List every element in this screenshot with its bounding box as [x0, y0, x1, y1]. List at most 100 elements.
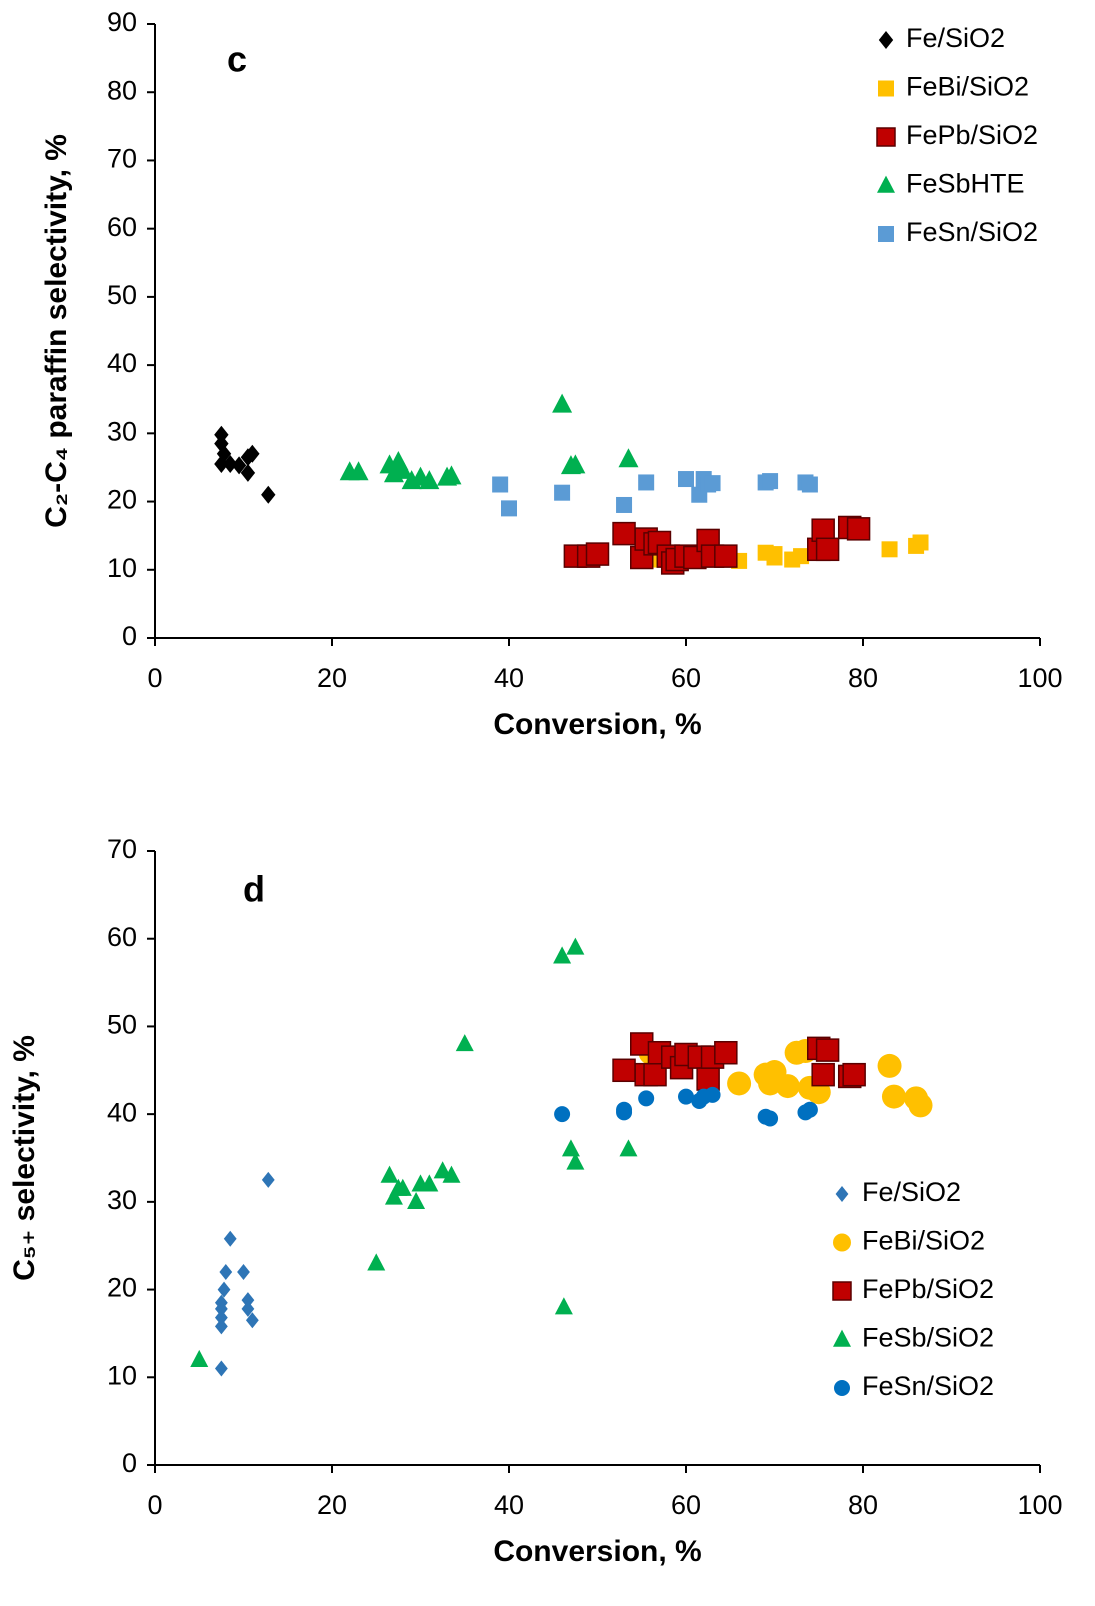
x-tick-label: 80: [848, 1490, 878, 1520]
legend-marker: [878, 31, 894, 49]
data-point: [618, 448, 639, 468]
data-point: [561, 1139, 580, 1157]
y-tick-label: 60: [107, 212, 137, 242]
data-point: [704, 1086, 721, 1103]
legend-marker: [878, 80, 894, 97]
data-point: [811, 1062, 835, 1087]
y-tick-label: 20: [107, 1273, 137, 1303]
data-point: [714, 544, 738, 568]
data-point: [245, 1312, 259, 1329]
data-point: [501, 500, 517, 517]
data-point: [231, 456, 247, 475]
data-point: [223, 1230, 237, 1247]
data-point: [214, 434, 229, 453]
y-axis-title: C₅₊ selectivity, %: [8, 1035, 41, 1281]
data-point: [566, 937, 585, 955]
legend-marker: [833, 1329, 851, 1347]
data-point: [217, 1281, 231, 1298]
data-point: [219, 1264, 233, 1281]
data-point: [566, 1152, 585, 1170]
data-point: [554, 484, 571, 501]
x-tick-label: 40: [494, 1490, 524, 1520]
data-point: [241, 1300, 255, 1317]
data-point: [455, 1034, 474, 1052]
data-point: [419, 470, 440, 490]
data-point: [492, 476, 509, 493]
legend-marker: [878, 226, 894, 242]
data-point: [881, 1084, 906, 1109]
data-point: [214, 1318, 228, 1335]
data-point: [554, 1106, 571, 1123]
x-tick-label: 0: [147, 663, 162, 693]
x-tick-label: 100: [1017, 663, 1062, 693]
data-point: [214, 1294, 228, 1311]
data-point: [616, 1101, 633, 1118]
data-point: [638, 474, 655, 491]
legend-marker: [833, 1233, 851, 1252]
data-point: [766, 546, 783, 563]
legend-label: Fe/SiO2: [862, 1177, 961, 1207]
x-axis-title: Conversion, %: [493, 708, 701, 741]
legend-label: FePb/SiO2: [906, 120, 1038, 150]
data-point: [554, 1297, 573, 1315]
data-point: [638, 1090, 655, 1107]
data-point: [801, 1101, 818, 1118]
y-tick-label: 0: [122, 1448, 137, 1478]
y-tick-label: 30: [107, 416, 137, 446]
legend-label: FeSn/SiO2: [906, 217, 1038, 247]
data-point: [619, 1139, 638, 1157]
data-point: [380, 1165, 399, 1183]
y-tick-label: 50: [107, 1010, 137, 1040]
y-tick-label: 40: [107, 348, 137, 378]
data-point: [881, 541, 898, 558]
data-point: [908, 1093, 933, 1118]
x-tick-label: 20: [317, 663, 347, 693]
y-axis-title: C₂-C₄ paraffin selectivity, %: [40, 134, 73, 528]
legend-label: FeBi/SiO2: [862, 1226, 985, 1256]
data-point: [801, 476, 818, 493]
data-point: [678, 1088, 694, 1105]
x-axis-title: Conversion, %: [493, 1535, 701, 1568]
x-tick-label: 100: [1017, 1490, 1062, 1520]
y-tick-label: 60: [107, 922, 137, 952]
y-tick-label: 40: [107, 1097, 137, 1127]
y-tick-label: 50: [107, 280, 137, 310]
data-point: [877, 1053, 902, 1078]
legend-label: FeBi/SiO2: [906, 72, 1029, 102]
data-point: [261, 485, 276, 504]
data-point: [696, 1067, 720, 1091]
data-point: [815, 537, 840, 562]
y-tick-label: 10: [107, 1360, 137, 1390]
data-point: [714, 1040, 738, 1065]
legend-label: FePb/SiO2: [862, 1274, 994, 1304]
data-point: [214, 455, 229, 474]
data-point: [216, 444, 232, 463]
y-tick-label: 30: [107, 1185, 137, 1215]
data-point: [392, 459, 413, 479]
data-point: [762, 1110, 779, 1127]
legend-marker: [834, 1380, 850, 1396]
data-point: [393, 1178, 412, 1196]
data-point: [237, 1264, 250, 1281]
data-point: [348, 461, 369, 481]
data-point: [553, 946, 572, 964]
data-point: [441, 465, 462, 485]
panel-label: d: [243, 869, 265, 910]
y-tick-label: 70: [107, 144, 137, 174]
legend-marker: [877, 175, 895, 193]
legend-marker: [876, 127, 896, 147]
data-point: [775, 1074, 800, 1099]
panel-label: c: [227, 39, 247, 80]
legend-label: Fe/SiO2: [906, 23, 1005, 53]
legend-label: FeSbHTE: [906, 169, 1025, 199]
y-tick-label: 80: [107, 75, 137, 105]
x-tick-label: 40: [494, 663, 524, 693]
y-tick-label: 10: [107, 553, 137, 583]
data-point: [241, 1292, 255, 1309]
data-point: [793, 548, 810, 565]
data-point: [407, 1191, 426, 1210]
x-tick-label: 0: [147, 1490, 162, 1520]
data-point: [384, 1187, 403, 1205]
